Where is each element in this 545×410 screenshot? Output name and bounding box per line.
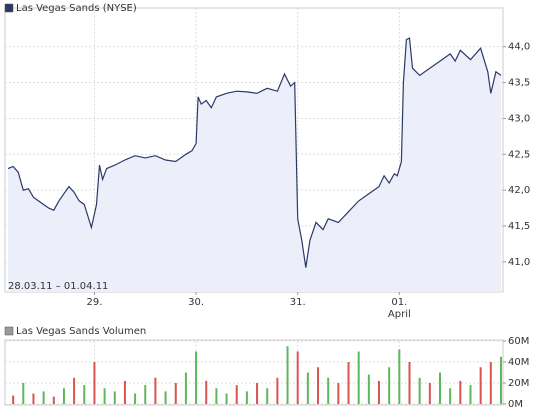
- volume-bar: [459, 380, 462, 404]
- volume-bar: [337, 383, 340, 404]
- y-tick-label: 60M: [508, 336, 529, 347]
- y-tick-label: 41,5: [508, 221, 530, 232]
- volume-bar: [286, 346, 289, 404]
- volume-bar: [418, 377, 421, 404]
- volume-bar: [12, 395, 15, 404]
- volume-bar: [428, 383, 431, 404]
- volume-bar: [93, 362, 96, 404]
- volume-bar: [256, 383, 259, 404]
- volume-bar: [42, 391, 45, 404]
- volume-bar: [469, 385, 472, 404]
- volume-bar: [479, 367, 482, 404]
- volume-bar: [113, 391, 116, 404]
- price-area: [8, 38, 501, 292]
- volume-bar: [347, 362, 350, 404]
- volume-bar: [296, 351, 299, 404]
- volume-bar: [327, 377, 330, 404]
- volume-bar: [245, 391, 248, 404]
- x-tick-label: 30.: [188, 297, 204, 308]
- volume-bar: [103, 388, 106, 404]
- legend-label: Las Vegas Sands Volumen: [16, 326, 146, 337]
- volume-bar: [306, 372, 309, 404]
- volume-bar: [32, 393, 35, 404]
- y-tick-label: 43,5: [508, 78, 530, 89]
- volume-bar: [164, 391, 167, 404]
- y-tick-label: 44,0: [508, 42, 530, 53]
- y-tick-label: 40M: [508, 357, 529, 368]
- volume-bar: [489, 362, 492, 404]
- date-range: 28.03.11 – 01.04.11: [8, 281, 108, 292]
- x-tick-label: 31.: [290, 297, 306, 308]
- x-tick-label: 29.: [86, 297, 102, 308]
- volume-bar: [388, 367, 391, 404]
- volume-bar: [83, 385, 86, 404]
- y-tick-label: 43,0: [508, 113, 530, 124]
- volume-bar: [215, 388, 218, 404]
- volume-bar: [449, 388, 452, 404]
- legend-swatch: [4, 3, 14, 13]
- volume-bar: [52, 396, 55, 404]
- volume-bar: [408, 362, 411, 404]
- volume-bar: [438, 372, 441, 404]
- volume-bar: [499, 356, 502, 404]
- volume-bar: [184, 372, 187, 404]
- volume-bar: [205, 380, 208, 404]
- legend-label: Las Vegas Sands (NYSE): [16, 3, 137, 14]
- volume-bar: [317, 367, 320, 404]
- x-tick-label: 01.: [391, 297, 407, 308]
- volume-bar: [62, 388, 65, 404]
- volume-bar: [134, 393, 137, 404]
- volume-bar: [357, 351, 360, 404]
- y-tick-label: 20M: [508, 378, 529, 389]
- price-line: [7, 37, 502, 268]
- volume-bar: [266, 388, 269, 404]
- volume-bar: [276, 377, 279, 404]
- x-month-label: April: [388, 309, 411, 320]
- y-tick-label: 42,0: [508, 185, 530, 196]
- y-tick-label: 0M: [508, 399, 523, 410]
- y-tick-label: 42,5: [508, 149, 530, 160]
- volume-frame: [4, 339, 504, 406]
- legend-swatch: [4, 326, 14, 336]
- volume-bar: [144, 385, 147, 404]
- volume-bar: [378, 380, 381, 404]
- volume-bar: [235, 385, 238, 404]
- volume-bar: [225, 393, 228, 404]
- volume-bar: [73, 377, 76, 404]
- volume-bar: [398, 349, 401, 404]
- volume-bar: [195, 351, 198, 404]
- volume-bar: [22, 383, 25, 404]
- volume-bar: [154, 377, 157, 404]
- volume-bar: [367, 374, 370, 404]
- y-tick-label: 41,0: [508, 257, 530, 268]
- volume-bar: [123, 380, 126, 404]
- volume-bar: [174, 383, 177, 404]
